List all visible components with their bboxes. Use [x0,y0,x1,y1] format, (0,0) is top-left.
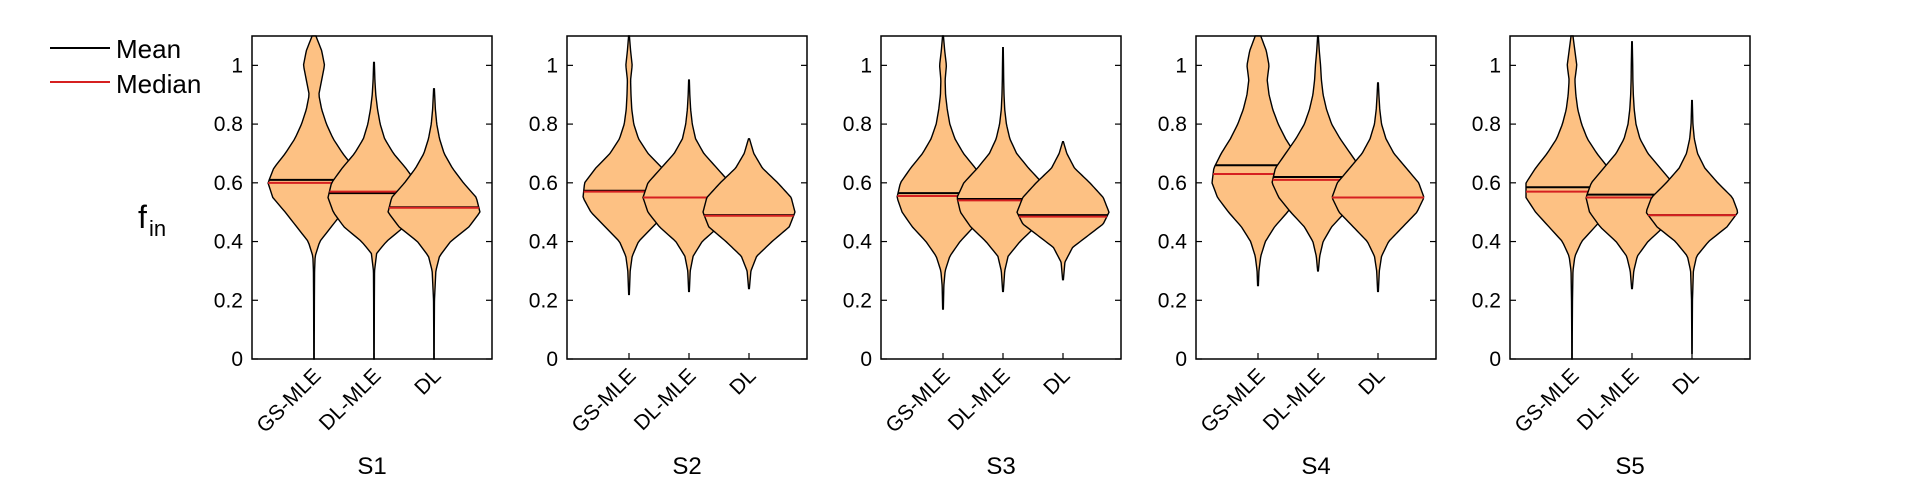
legend-median-label: Median [116,69,201,99]
y-tick-label: 0.4 [1158,231,1188,254]
x-category-label: GS-MLE [1510,364,1583,437]
y-tick-label: 0.4 [843,231,873,254]
x-category-label: DL [725,364,760,399]
panel-title: S5 [1615,453,1644,480]
y-tick-label: 1 [231,54,243,77]
x-category-label: DL-MLE [630,364,701,435]
axes-box [880,35,1122,360]
y-axis-label-subscript: in [149,216,166,241]
panel-title: S2 [672,453,701,480]
y-tick-label: 1 [1489,54,1501,77]
y-tick-label: 0 [1489,348,1501,371]
x-category-label: DL [1354,364,1389,399]
y-tick-label: 0.2 [843,289,872,312]
violin-dl [1016,141,1110,281]
violin-dl [702,138,796,290]
x-category-label: DL-MLE [1573,364,1644,435]
legend: Mean Median [50,34,201,99]
y-axis-label-main: f [138,199,147,235]
y-tick-label: 0.6 [1472,172,1501,195]
y-tick-label: 0.4 [1472,231,1502,254]
x-category-label: GS-MLE [1196,364,1269,437]
y-tick-label: 0.2 [529,289,558,312]
violin-dl-mle [1271,35,1365,272]
violin-gs-mle [267,35,361,360]
violin-dl [1645,99,1739,354]
y-tick-label: 0.6 [1158,172,1187,195]
y-tick-label: 0.8 [1472,113,1501,136]
violin-dl-mle [327,61,421,360]
y-tick-label: 0.6 [214,172,243,195]
y-tick-label: 0.2 [214,289,243,312]
axes-box [251,35,493,360]
y-tick-label: 1 [1175,54,1187,77]
y-tick-label: 0.8 [843,113,872,136]
panel-title: S4 [1301,453,1330,480]
x-category-label: DL [410,364,445,399]
y-tick-label: 0.2 [1158,289,1187,312]
panel-title: S1 [357,453,386,480]
axes-box [1195,35,1437,360]
y-tick-label: 0 [546,348,558,371]
violin-dl [1331,82,1425,293]
axes-box [566,35,808,360]
x-category-label: GS-MLE [881,364,954,437]
y-tick-label: 0.4 [214,231,244,254]
y-tick-label: 0.4 [529,231,559,254]
x-category-label: DL [1668,364,1703,399]
y-tick-label: 1 [860,54,872,77]
x-category-label: GS-MLE [252,364,325,437]
y-tick-label: 1 [546,54,558,77]
y-tick-label: 0.8 [1158,113,1187,136]
y-tick-label: 0.6 [843,172,872,195]
y-tick-label: 0.8 [529,113,558,136]
x-category-label: DL-MLE [1259,364,1330,435]
x-category-label: GS-MLE [567,364,640,437]
y-tick-label: 0.6 [529,172,558,195]
y-tick-label: 0 [860,348,872,371]
y-axis-label: f in [138,199,166,241]
violin-gs-mle [1525,35,1619,360]
violin-gs-mle [582,35,676,296]
axes-box [1509,35,1751,360]
x-category-label: DL-MLE [315,364,386,435]
y-tick-label: 0 [1175,348,1187,371]
x-category-label: DL-MLE [944,364,1015,435]
panel-title: S3 [986,453,1015,480]
legend-mean-label: Mean [116,34,181,64]
y-tick-label: 0 [231,348,243,371]
y-tick-label: 0.8 [214,113,243,136]
x-category-label: DL [1039,364,1074,399]
y-tick-label: 0.2 [1472,289,1501,312]
violin-dl [387,88,481,360]
